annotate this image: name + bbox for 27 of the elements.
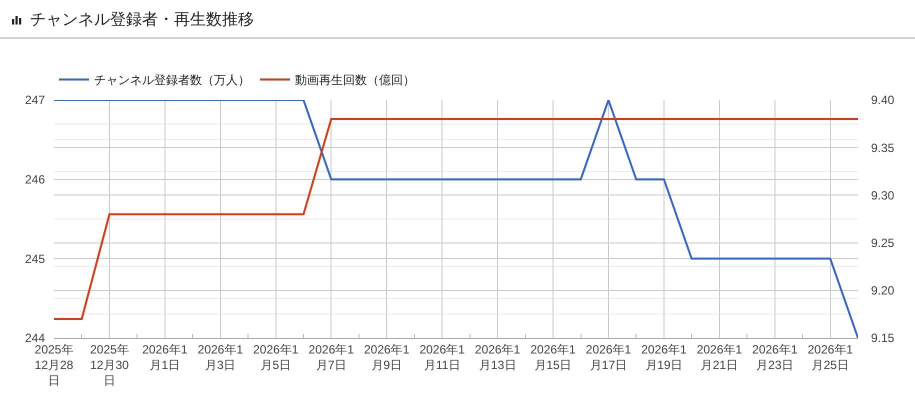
x-tick-label: 2026年1月7日 xyxy=(308,342,354,372)
y-tick-label: 247 xyxy=(24,93,46,108)
y2-tick-label: 9.30 xyxy=(871,188,895,202)
x-tick-label: 2026年1月21日 xyxy=(696,342,742,372)
x-tick-label: 2025年12月30日 xyxy=(90,342,130,388)
line-series xyxy=(54,100,858,338)
y2-tick-label: 9.35 xyxy=(871,140,895,155)
x-tick-label: 2026年1月3日 xyxy=(198,342,244,372)
legend-label: チャンネル登録者数（万人） xyxy=(94,73,250,88)
x-tick-label: 2026年1月25日 xyxy=(808,342,854,372)
y-tick-label: 246 xyxy=(24,172,46,187)
y2-tick-label: 9.40 xyxy=(871,93,895,108)
y2-tick-label: 9.15 xyxy=(871,331,895,346)
x-tick-label: 2026年1月1日 xyxy=(142,342,188,372)
x-tick-label: 2026年1月13日 xyxy=(474,342,521,372)
y2-tick-label: 9.25 xyxy=(871,236,895,250)
x-tick-label: 2026年1月15日 xyxy=(530,342,576,372)
x-tick-label: 2026年1月11日 xyxy=(419,342,466,372)
x-tick-label: 2026年1月17日 xyxy=(586,342,632,372)
x-tick-label: 2026年1月23日 xyxy=(752,342,798,372)
y2-tick-label: 9.20 xyxy=(871,284,895,298)
legend-label: 動画再生回数（億回） xyxy=(295,73,415,88)
chart-title: チャンネル登録者・再生数推移 xyxy=(30,10,254,29)
x-tick-label: 2026年1月5日 xyxy=(253,342,299,372)
x-tick-label: 2026年1月19日 xyxy=(641,342,687,372)
y-tick-label: 245 xyxy=(24,252,46,266)
x-tick-label: 2026年1月9日 xyxy=(364,342,410,372)
